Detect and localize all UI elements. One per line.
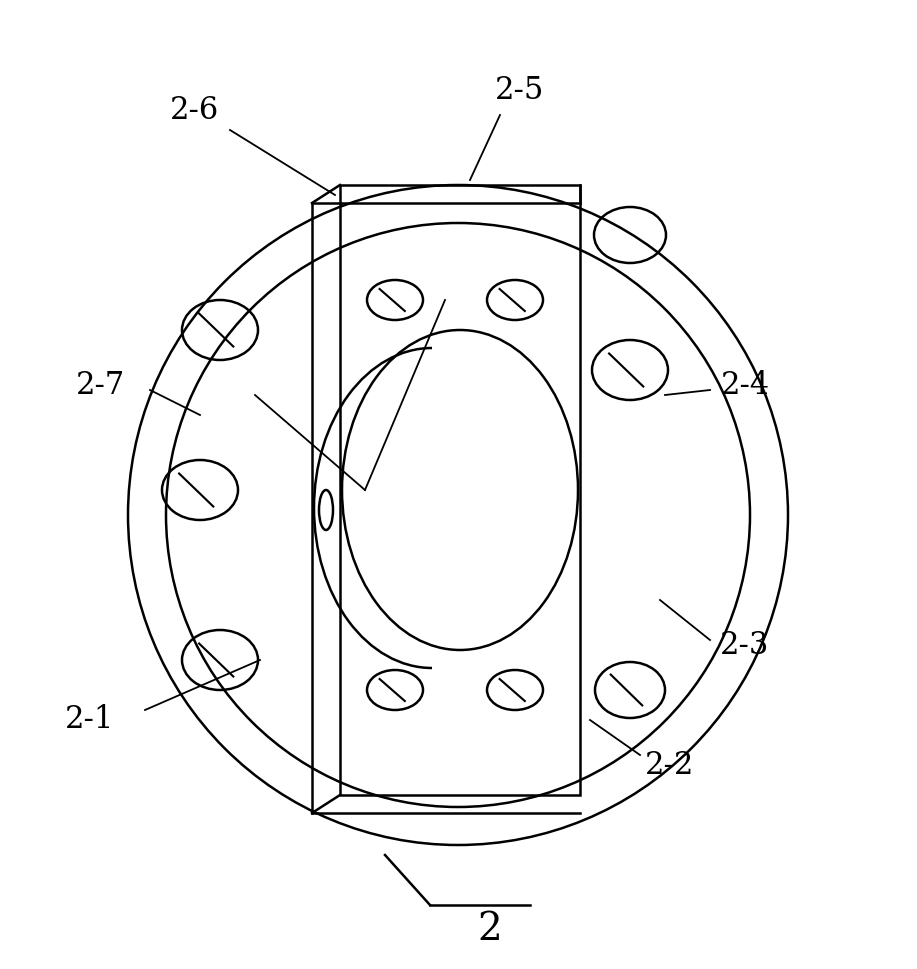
Text: 2-3: 2-3 [721,630,769,661]
Text: 2-7: 2-7 [75,369,125,400]
Bar [340,185,580,795]
Text: 2-1: 2-1 [65,704,115,735]
Text: 2-4: 2-4 [721,369,769,400]
Text: 2-5: 2-5 [495,75,545,106]
Text: 2-2: 2-2 [646,749,695,780]
Text: 2-6: 2-6 [171,95,220,126]
Text: 2: 2 [478,912,503,949]
